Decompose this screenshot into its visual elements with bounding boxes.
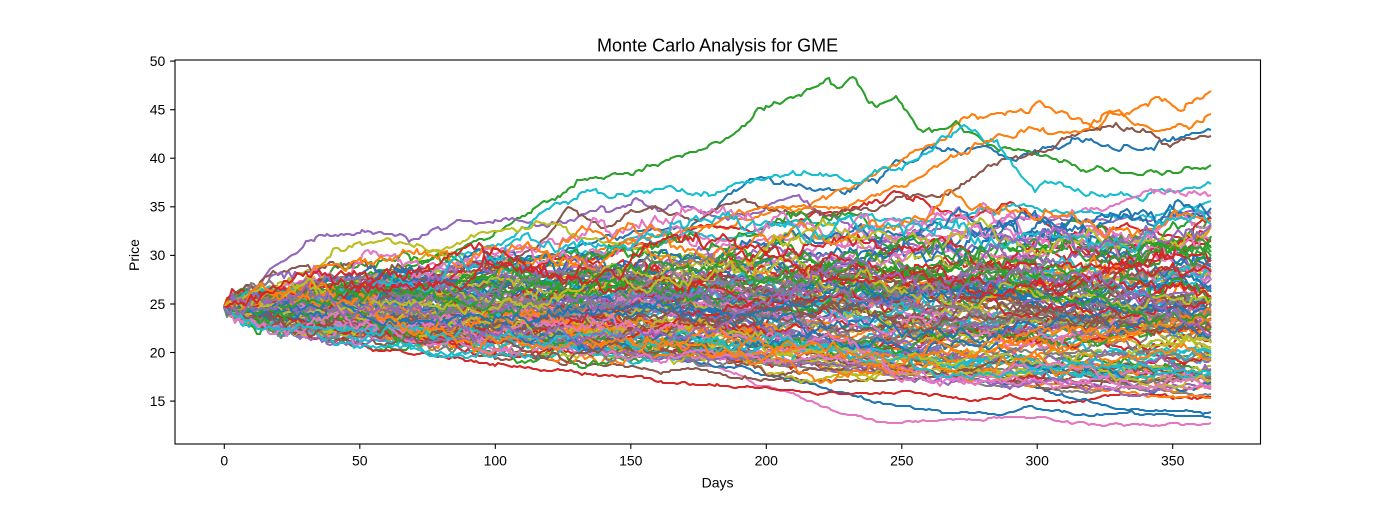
svg-text:200: 200 <box>755 453 779 469</box>
svg-text:100: 100 <box>484 453 508 469</box>
svg-text:Monte Carlo Analysis for GME: Monte Carlo Analysis for GME <box>597 36 838 56</box>
svg-text:50: 50 <box>352 453 368 469</box>
svg-text:50: 50 <box>150 53 166 69</box>
svg-text:30: 30 <box>150 247 166 263</box>
svg-text:35: 35 <box>150 199 166 215</box>
svg-text:300: 300 <box>1026 453 1050 469</box>
svg-text:0: 0 <box>220 453 228 469</box>
svg-text:250: 250 <box>890 453 914 469</box>
svg-text:Days: Days <box>702 475 734 491</box>
svg-text:45: 45 <box>150 102 166 118</box>
svg-text:Price: Price <box>126 239 142 271</box>
svg-text:25: 25 <box>150 296 166 312</box>
svg-text:20: 20 <box>150 344 166 360</box>
svg-text:150: 150 <box>619 453 643 469</box>
svg-text:15: 15 <box>150 393 166 409</box>
svg-text:350: 350 <box>1161 453 1185 469</box>
svg-text:40: 40 <box>150 150 166 166</box>
